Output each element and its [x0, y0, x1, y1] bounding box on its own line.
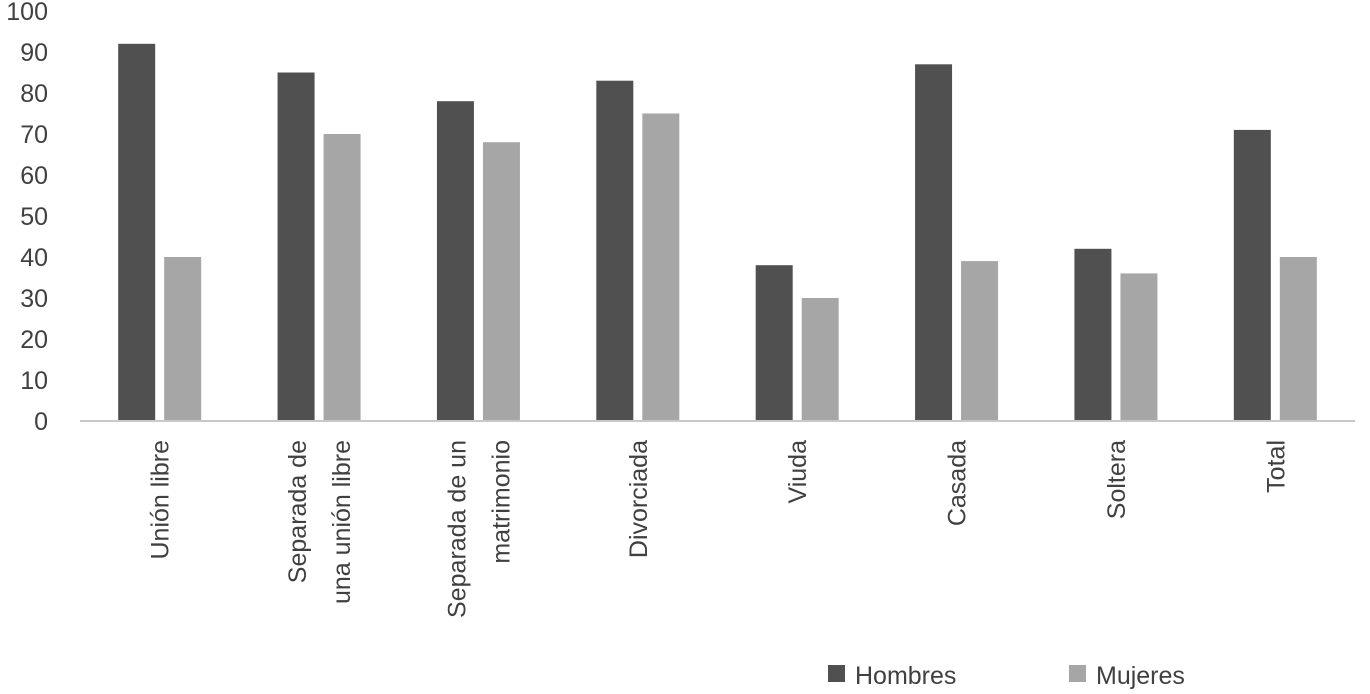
bar-hombres: [277, 72, 315, 421]
bar-hombres: [1233, 129, 1271, 421]
y-axis-ticks: 0 10 20 30 40 50 60 70 80 90 100: [6, 0, 48, 436]
category-label: Total: [1262, 440, 1290, 493]
y-tick-label: 50: [20, 203, 48, 231]
y-tick-label: 90: [20, 39, 48, 67]
bar-hombres: [596, 80, 634, 421]
bar-mujeres: [482, 142, 520, 421]
category-label: Unión libre: [147, 440, 175, 560]
y-tick-label: 30: [20, 285, 48, 313]
bar-mujeres: [323, 134, 361, 421]
y-tick-label: 20: [20, 326, 48, 354]
y-tick-label: 80: [20, 80, 48, 108]
bar-mujeres: [642, 113, 680, 421]
y-tick-label: 10: [20, 367, 48, 395]
y-tick-label: 100: [6, 0, 48, 26]
legend: Hombres Mujeres: [828, 662, 1185, 690]
y-tick-label: 0: [34, 408, 48, 436]
bar-hombres: [118, 43, 156, 422]
y-tick-label: 70: [20, 121, 48, 149]
category-label: matrimonio: [487, 440, 515, 564]
category-label: Separada de un: [443, 440, 471, 618]
bar-mujeres: [1120, 273, 1158, 421]
bars: [118, 43, 1317, 422]
legend-label-mujeres: Mujeres: [1096, 662, 1185, 690]
bar-mujeres: [801, 298, 839, 421]
bar-mujeres: [961, 261, 999, 421]
bar-hombres: [915, 64, 953, 422]
bar-mujeres: [1279, 257, 1317, 421]
y-tick-label: 60: [20, 162, 48, 190]
bar-hombres: [1074, 248, 1112, 421]
legend-swatch-hombres: [828, 665, 845, 682]
legend-label-hombres: Hombres: [855, 662, 956, 690]
category-label: Casada: [944, 440, 972, 526]
category-label: Divorciada: [625, 440, 653, 558]
category-label: Separada de: [284, 440, 312, 583]
category-label: Viuda: [784, 440, 812, 504]
legend-swatch-mujeres: [1069, 665, 1086, 682]
bar-hombres: [755, 265, 793, 421]
bar-hombres: [436, 101, 474, 421]
category-label: una unión libre: [328, 440, 356, 604]
category-labels: Unión libre Separada de una unión libre Sep…: [147, 440, 1291, 618]
bar-mujeres: [164, 257, 202, 421]
category-label: Soltera: [1103, 440, 1131, 519]
y-tick-label: 40: [20, 244, 48, 272]
